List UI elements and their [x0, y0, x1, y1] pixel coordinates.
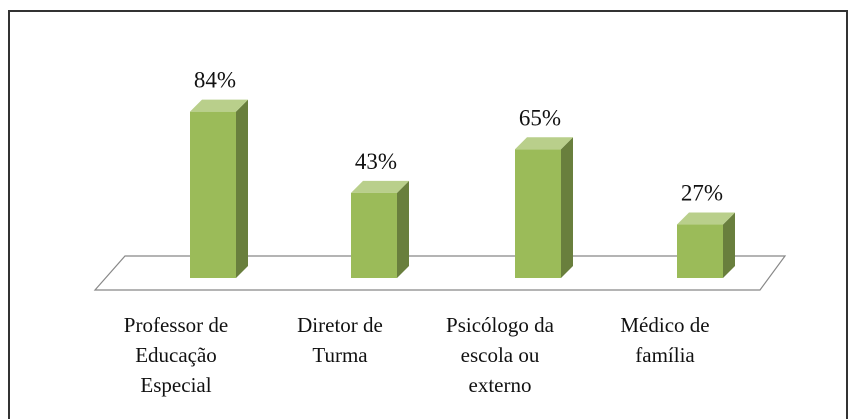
data-label: 27% [681, 181, 723, 206]
bar-side [397, 180, 409, 278]
x-tick-label: Professor de Educação Especial [123, 313, 229, 397]
data-label: 65% [519, 105, 561, 130]
bar-side [723, 212, 735, 278]
bar-side [236, 99, 248, 279]
bar-top [190, 99, 248, 112]
bar-top [351, 180, 409, 193]
data-label: 43% [355, 149, 397, 174]
data-label: 84% [194, 68, 236, 93]
bar-top [515, 137, 573, 150]
bar [515, 149, 561, 278]
bar [351, 192, 397, 278]
bar-top [677, 212, 735, 225]
bar [677, 224, 723, 278]
bar [190, 111, 236, 279]
chart-frame [8, 10, 848, 419]
x-tick-label: Diretor de Turma [297, 313, 383, 367]
x-tick-label: Médico de família [620, 313, 710, 367]
bar-side [561, 137, 573, 278]
floor [93, 255, 787, 291]
x-tick-label: Psicólogo da escola ou externo [446, 313, 554, 397]
